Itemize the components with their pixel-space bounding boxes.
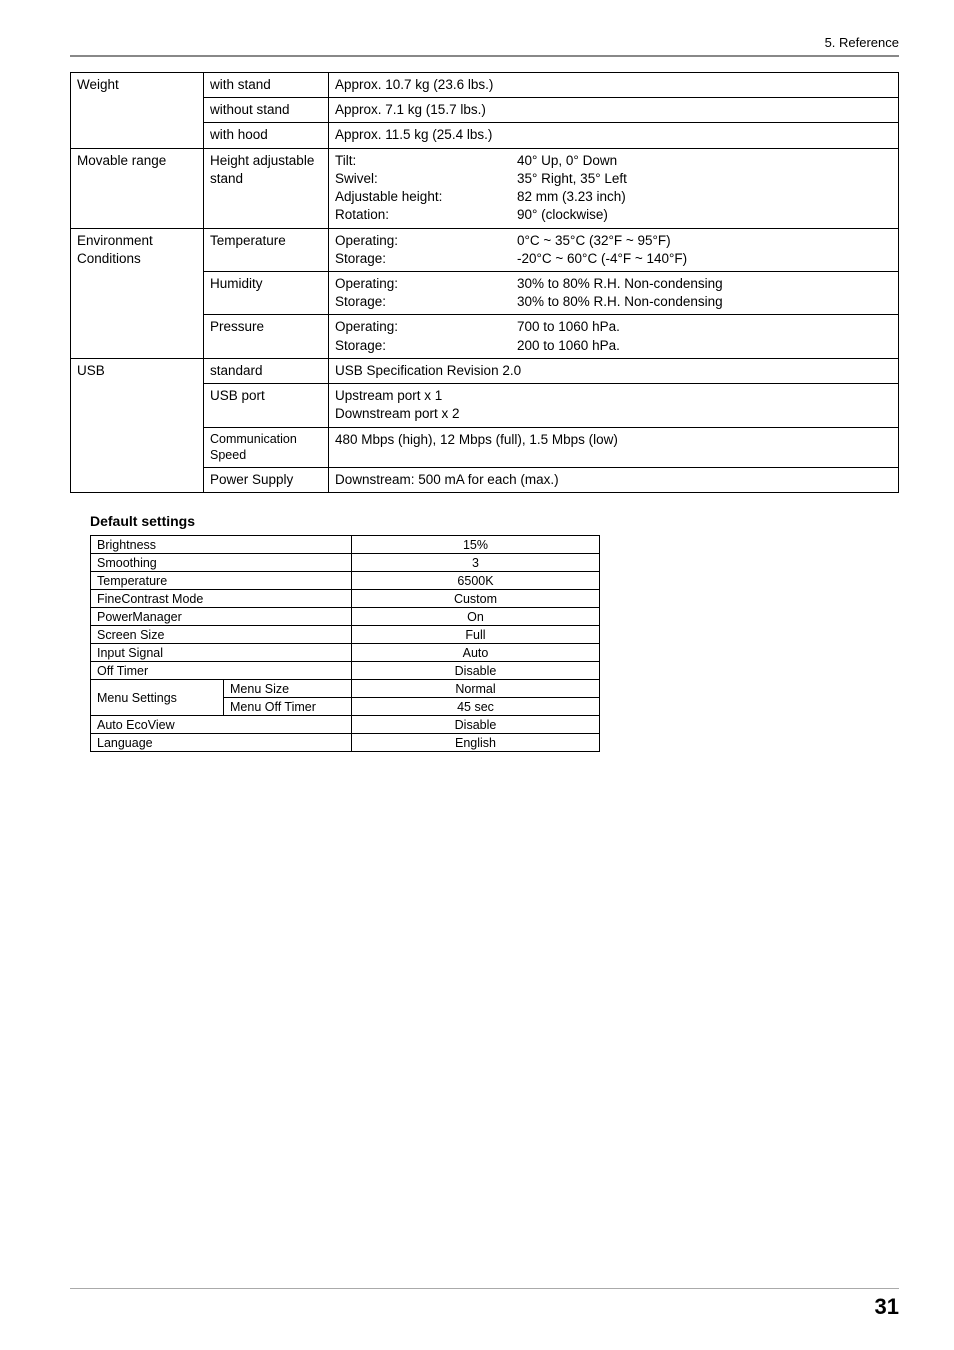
- table-row: FineContrast Mode Custom: [91, 590, 600, 608]
- cell-sub: Temperature: [204, 228, 329, 271]
- cell-sub: standard: [204, 358, 329, 383]
- cell-value: Downstream: 500 mA for each (max.): [329, 468, 899, 493]
- cell-value: 15%: [352, 536, 600, 554]
- cell-value: USB Specification Revision 2.0: [329, 358, 899, 383]
- cell-value: Disable: [352, 716, 600, 734]
- cell-value: On: [352, 608, 600, 626]
- cell-sub: with stand: [204, 73, 329, 98]
- cell-category: USB: [71, 358, 204, 493]
- cell-value-a: Operating:Storage:: [329, 315, 512, 358]
- cell-value-a: Tilt:Swivel:Adjustable height:Rotation:: [329, 148, 512, 228]
- table-row: USB standard USB Specification Revision …: [71, 358, 899, 383]
- table-row: Input Signal Auto: [91, 644, 600, 662]
- cell-value: 480 Mbps (high), 12 Mbps (full), 1.5 Mbp…: [329, 427, 899, 468]
- cell-sub: Pressure: [204, 315, 329, 358]
- cell-category: Weight: [71, 73, 204, 149]
- cell-label: Input Signal: [91, 644, 352, 662]
- cell-value: Upstream port x 1Downstream port x 2: [329, 384, 899, 427]
- footer-divider: [70, 1288, 899, 1289]
- cell-value: Normal: [352, 680, 600, 698]
- table-row: PowerManager On: [91, 608, 600, 626]
- cell-value-b: 30% to 80% R.H. Non-condensing30% to 80%…: [511, 271, 899, 314]
- cell-category: Environment Conditions: [71, 228, 204, 358]
- cell-sub: USB port: [204, 384, 329, 427]
- cell-sub: Height adjustable stand: [204, 148, 329, 228]
- cell-label: Screen Size: [91, 626, 352, 644]
- header-divider: [70, 55, 899, 57]
- header-section: 5. Reference: [70, 35, 899, 50]
- page-number: 31: [70, 1294, 899, 1320]
- cell-sub: Communication Speed: [204, 427, 329, 468]
- defaults-table: Brightness 15% Smoothing 3 Temperature 6…: [90, 535, 600, 752]
- table-row: Brightness 15%: [91, 536, 600, 554]
- spec-table: Weight with stand Approx. 10.7 kg (23.6 …: [70, 72, 899, 493]
- cell-sub: with hood: [204, 123, 329, 148]
- table-row: Screen Size Full: [91, 626, 600, 644]
- table-row: Menu Settings Menu Size Normal: [91, 680, 600, 698]
- table-row: Language English: [91, 734, 600, 752]
- cell-value: Full: [352, 626, 600, 644]
- table-row: Movable range Height adjustable stand Ti…: [71, 148, 899, 228]
- cell-value: Approx. 11.5 kg (25.4 lbs.): [329, 123, 899, 148]
- cell-label: FineContrast Mode: [91, 590, 352, 608]
- cell-value-a: Operating:Storage:: [329, 271, 512, 314]
- cell-value: Approx. 7.1 kg (15.7 lbs.): [329, 98, 899, 123]
- cell-label: Off Timer: [91, 662, 352, 680]
- cell-value: 6500K: [352, 572, 600, 590]
- cell-value: Disable: [352, 662, 600, 680]
- cell-label: PowerManager: [91, 608, 352, 626]
- cell-category: Movable range: [71, 148, 204, 228]
- cell-value: English: [352, 734, 600, 752]
- table-row: Weight with stand Approx. 10.7 kg (23.6 …: [71, 73, 899, 98]
- cell-label: Brightness: [91, 536, 352, 554]
- cell-value-b: 0°C ~ 35°C (32°F ~ 95°F)-20°C ~ 60°C (-4…: [511, 228, 899, 271]
- table-row: Auto EcoView Disable: [91, 716, 600, 734]
- table-row: Temperature 6500K: [91, 572, 600, 590]
- cell-value-b: 700 to 1060 hPa.200 to 1060 hPa.: [511, 315, 899, 358]
- cell-value: 3: [352, 554, 600, 572]
- cell-label: Menu Settings: [91, 680, 224, 716]
- cell-sub: Power Supply: [204, 468, 329, 493]
- cell-label: Language: [91, 734, 352, 752]
- cell-value: Auto: [352, 644, 600, 662]
- cell-sub: without stand: [204, 98, 329, 123]
- cell-value: Approx. 10.7 kg (23.6 lbs.): [329, 73, 899, 98]
- cell-sub: Menu Off Timer: [224, 698, 352, 716]
- cell-value: Custom: [352, 590, 600, 608]
- cell-sub: Menu Size: [224, 680, 352, 698]
- table-row: Off Timer Disable: [91, 662, 600, 680]
- table-row: Environment Conditions Temperature Opera…: [71, 228, 899, 271]
- footer: 31: [70, 1288, 899, 1320]
- cell-label: Auto EcoView: [91, 716, 352, 734]
- cell-label: Smoothing: [91, 554, 352, 572]
- cell-label: Temperature: [91, 572, 352, 590]
- defaults-title: Default settings: [90, 513, 899, 529]
- table-row: Smoothing 3: [91, 554, 600, 572]
- cell-sub: Humidity: [204, 271, 329, 314]
- cell-value: 45 sec: [352, 698, 600, 716]
- cell-value-b: 40° Up, 0° Down35° Right, 35° Left82 mm …: [511, 148, 899, 228]
- cell-value-a: Operating:Storage:: [329, 228, 512, 271]
